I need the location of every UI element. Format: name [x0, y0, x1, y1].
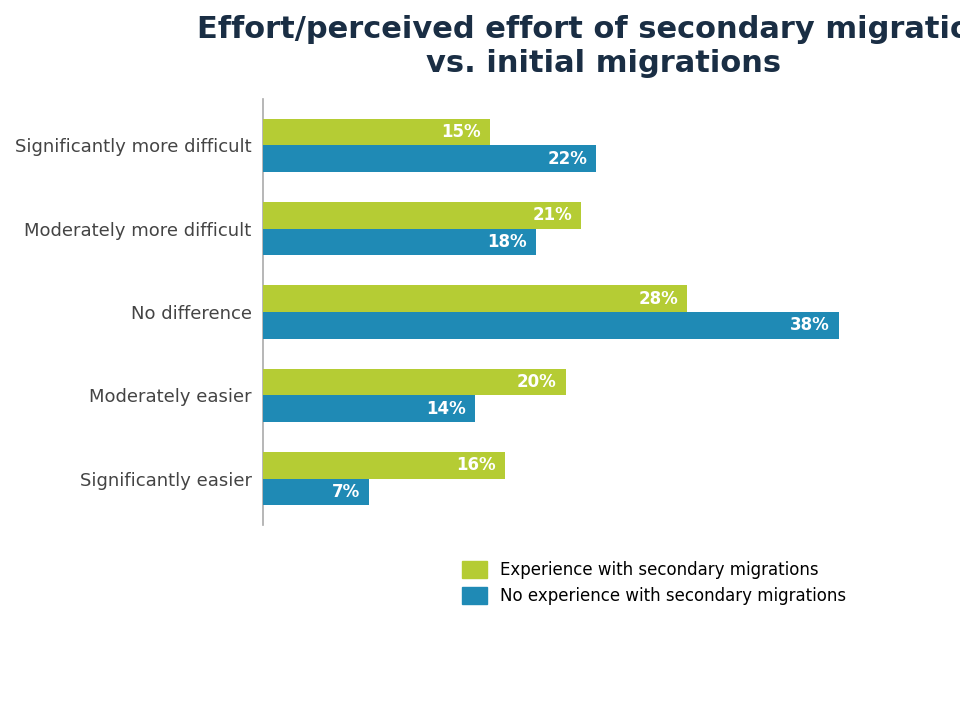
Title: Effort/perceived effort of secondary migrations
vs. initial migrations: Effort/perceived effort of secondary mig… [197, 15, 960, 78]
Bar [263, 202, 581, 229]
Text: 15%: 15% [442, 123, 481, 141]
Text: 28%: 28% [638, 289, 678, 307]
Text: 16%: 16% [457, 456, 496, 474]
Text: 7%: 7% [331, 483, 360, 501]
Text: 38%: 38% [790, 316, 829, 334]
Bar [263, 452, 505, 479]
Text: 22%: 22% [547, 150, 588, 168]
Bar [263, 285, 687, 312]
Text: 21%: 21% [532, 207, 572, 225]
Bar [263, 479, 369, 505]
Bar [263, 145, 596, 172]
Legend: Experience with secondary migrations, No experience with secondary migrations: Experience with secondary migrations, No… [455, 554, 853, 612]
Bar [263, 395, 475, 422]
Text: 20%: 20% [517, 373, 557, 391]
Text: 18%: 18% [487, 233, 526, 251]
Bar [263, 369, 566, 395]
Bar [263, 119, 491, 145]
Bar [263, 229, 536, 256]
Text: 14%: 14% [426, 400, 466, 418]
Bar [263, 312, 839, 338]
